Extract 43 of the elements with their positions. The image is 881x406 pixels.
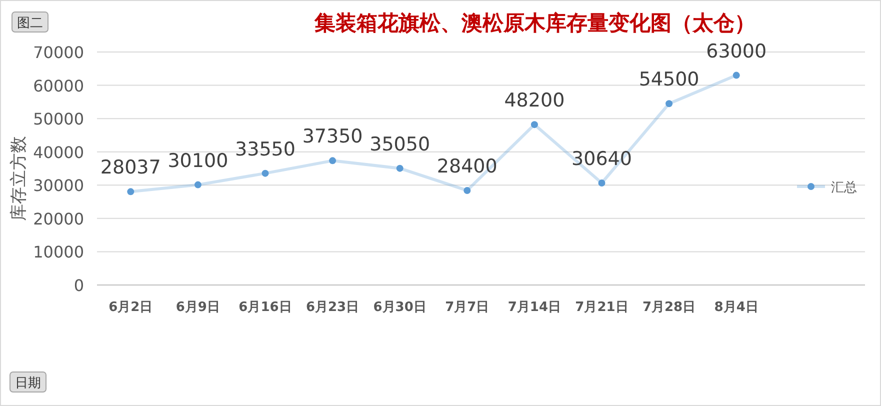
y-tick-label: 10000	[33, 242, 84, 262]
data-label: 30640	[572, 148, 632, 170]
data-label: 35050	[370, 133, 430, 156]
y-tick-label: 50000	[33, 110, 84, 129]
y-axis-title: 库存立方数	[9, 136, 29, 221]
y-tick-label: 40000	[33, 142, 84, 162]
point	[194, 181, 202, 188]
point	[598, 180, 606, 187]
y-tick-label: 30000	[33, 176, 84, 196]
data-label: 54500	[638, 68, 700, 91]
data-label: 28400	[436, 155, 498, 178]
x-tick-label: 6月23日	[306, 300, 360, 315]
data-label: 33550	[235, 138, 296, 160]
y-tick-label: 20000	[33, 209, 84, 228]
point	[464, 186, 471, 194]
x-tick-label: 6月9日	[176, 300, 220, 315]
data-label: 63000	[706, 40, 767, 62]
x-tick-label: 7月14日	[508, 300, 562, 315]
x-tick-label: 6月2日	[108, 300, 153, 315]
y-tick-label: 70000	[33, 43, 84, 62]
point	[530, 121, 538, 128]
data-label: 28037	[100, 156, 161, 179]
x-tick-label: 7月7日	[445, 300, 490, 315]
y-tick-label: 60000	[33, 76, 84, 96]
x-tick-label: 6月30日	[373, 300, 426, 315]
data-label: 37350	[302, 126, 363, 148]
point	[666, 100, 673, 108]
x-tick-label: 7月21日	[575, 300, 628, 315]
text: 图二	[17, 16, 43, 31]
point	[262, 170, 269, 177]
text: 日期	[15, 376, 41, 391]
x-tick-label: 8月4日	[714, 300, 758, 315]
x-tick-label: 7月28日	[642, 300, 696, 315]
point	[732, 72, 740, 79]
data-label: 48200	[504, 90, 565, 112]
point	[329, 157, 336, 164]
legend-label: 汇总	[831, 180, 857, 196]
point	[127, 188, 134, 196]
chart-title: 集装箱花旗松、澳松原木库存量变化图（太仓）	[314, 11, 756, 35]
y-tick-label: 0	[74, 276, 84, 295]
point	[396, 164, 404, 172]
data-label: 30100	[168, 150, 228, 172]
x-tick-label: 6月16日	[238, 300, 292, 315]
